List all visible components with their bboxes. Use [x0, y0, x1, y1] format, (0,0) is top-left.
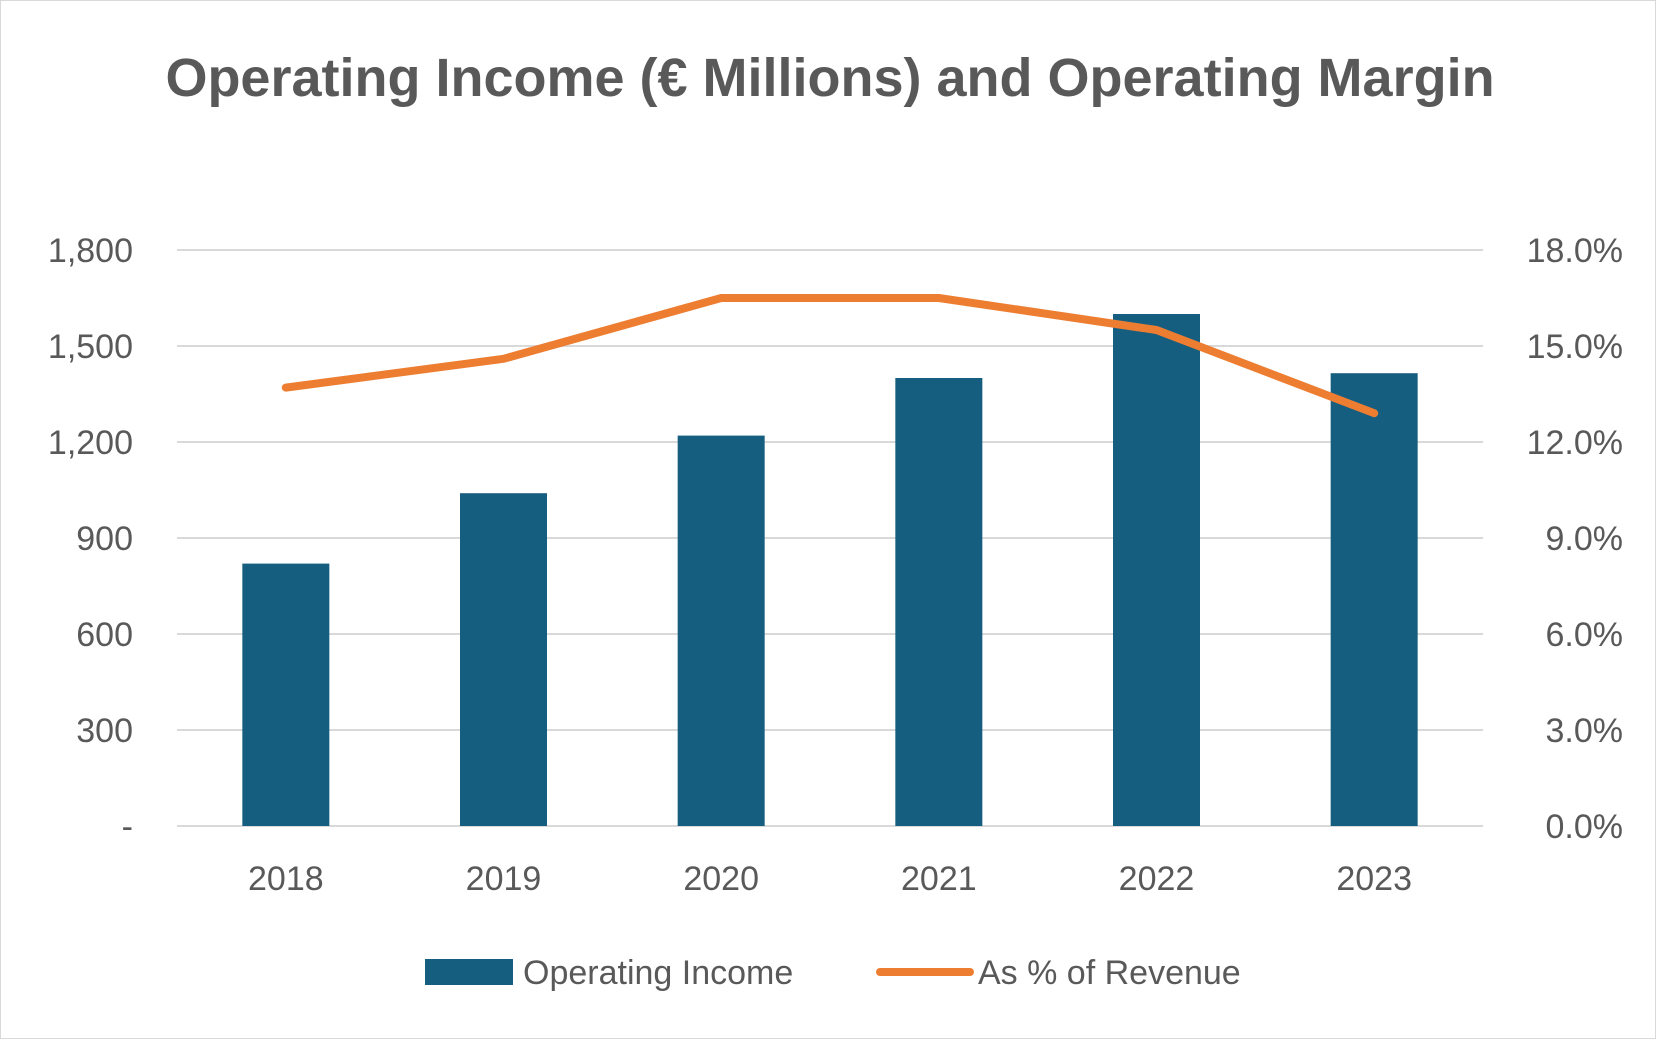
- right-tick-label: 6.0%: [1546, 616, 1624, 654]
- legend-swatch-bar: [425, 959, 513, 985]
- x-tick-label: 2021: [901, 860, 977, 898]
- left-tick-label: 1,500: [48, 328, 133, 366]
- right-tick-label: 9.0%: [1546, 520, 1624, 558]
- bar-2023: [1330, 373, 1418, 826]
- left-tick-label: 300: [76, 712, 133, 750]
- left-axis-ticks: - 300 600 900 1,200 1,500 1,800: [48, 232, 133, 846]
- bar-2020: [677, 435, 765, 826]
- chart-title: Operating Income (€ Millions) and Operat…: [165, 48, 1495, 108]
- x-tick-label: 2019: [466, 860, 542, 898]
- right-tick-label: 18.0%: [1527, 232, 1623, 270]
- legend-label-line: As % of Revenue: [978, 954, 1241, 992]
- x-tick-label: 2018: [248, 860, 324, 898]
- x-tick-label: 2022: [1119, 860, 1195, 898]
- margin-line: [281, 294, 1379, 418]
- left-tick-label: -: [122, 808, 133, 846]
- bar-2018: [242, 563, 330, 826]
- bar-series: [242, 314, 1418, 826]
- legend: Operating Income As % of Revenue: [425, 954, 1241, 992]
- bar-2019: [460, 493, 547, 826]
- left-tick-label: 1,200: [48, 424, 133, 462]
- right-tick-label: 3.0%: [1546, 712, 1624, 750]
- right-tick-label: 15.0%: [1527, 328, 1623, 366]
- x-axis-ticks: 2018 2019 2020 2021 2022 2023: [248, 860, 1412, 898]
- right-tick-label: 0.0%: [1546, 808, 1624, 846]
- right-tick-label: 12.0%: [1527, 424, 1623, 462]
- bar-2022: [1113, 314, 1200, 826]
- legend-label-bar: Operating Income: [523, 954, 793, 992]
- left-tick-label: 1,800: [48, 232, 133, 270]
- x-tick-label: 2020: [683, 860, 759, 898]
- bar-2021: [895, 378, 983, 826]
- line-series: [281, 294, 1379, 418]
- gridlines: [177, 249, 1483, 827]
- right-axis-ticks: 0.0% 3.0% 6.0% 9.0% 12.0% 15.0% 18.0%: [1527, 232, 1623, 846]
- x-tick-label: 2023: [1336, 860, 1412, 898]
- left-tick-label: 600: [76, 616, 133, 654]
- left-tick-label: 900: [76, 520, 133, 558]
